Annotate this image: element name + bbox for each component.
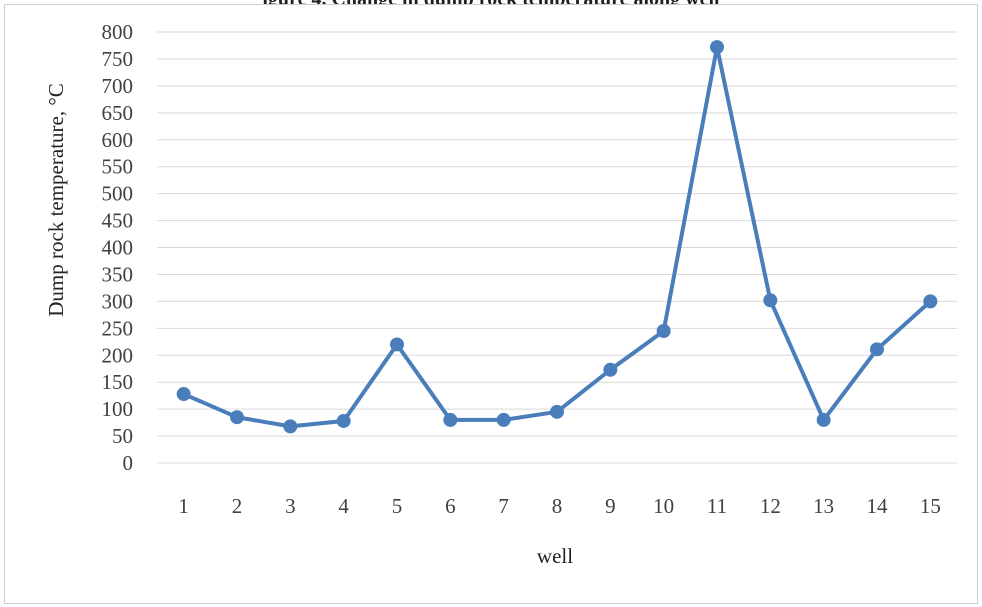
y-tick-label: 250 (102, 316, 134, 340)
series-line (182, 45, 932, 429)
y-tick-label: 200 (102, 343, 134, 367)
x-tick-label: 5 (392, 494, 403, 518)
chart-frame (4, 4, 978, 604)
y-axis-title: Dump rock temperature, °C (44, 83, 68, 317)
y-tick-label: 400 (102, 236, 134, 260)
data-point (763, 293, 778, 308)
x-tick-labels: 1 2 3 4 5 6 7 8 9 10 11 12 13 14 15 (178, 494, 940, 518)
gridlines (157, 31, 957, 464)
data-point (550, 404, 564, 419)
data-point (283, 419, 298, 434)
x-tick-label: 8 (552, 494, 563, 518)
y-tick-label: 450 (102, 209, 134, 233)
data-point (816, 412, 831, 427)
y-tick-label: 800 (102, 20, 134, 44)
y-tick-label: 0 (123, 451, 134, 475)
data-point (176, 387, 191, 402)
data-point (230, 410, 244, 425)
y-tick-label: 350 (102, 262, 134, 286)
y-tick-label: 500 (102, 182, 134, 206)
x-tick-label: 6 (445, 494, 456, 518)
data-point (496, 412, 511, 427)
data-point (390, 337, 404, 352)
data-point (336, 413, 351, 428)
data-point (870, 342, 884, 357)
x-tick-label: 1 (178, 494, 189, 518)
data-point (603, 362, 618, 377)
data-point (443, 412, 458, 427)
x-tick-label: 15 (920, 494, 941, 518)
data-point (923, 294, 938, 309)
x-axis-title: well (537, 544, 573, 568)
x-tick-label: 11 (707, 494, 727, 518)
y-tick-label: 600 (102, 128, 134, 152)
x-tick-label: 7 (498, 494, 509, 518)
x-tick-label: 12 (760, 494, 781, 518)
y-tick-label: 550 (102, 155, 134, 179)
data-point (710, 40, 724, 55)
x-tick-label: 13 (813, 494, 834, 518)
y-tick-label: 300 (102, 289, 134, 313)
data-point (656, 324, 671, 339)
y-tick-label: 650 (102, 101, 134, 125)
y-tick-label: 150 (102, 370, 134, 394)
y-tick-label: 100 (102, 397, 134, 421)
x-tick-label: 2 (232, 494, 243, 518)
x-tick-label: 4 (338, 494, 349, 518)
series-layer (176, 40, 938, 434)
x-tick-label: 14 (867, 494, 889, 518)
y-tick-label: 700 (102, 74, 134, 98)
y-tick-label: 750 (102, 47, 134, 71)
x-tick-label: 9 (605, 494, 616, 518)
x-tick-label: 10 (653, 494, 674, 518)
x-tick-label: 3 (285, 494, 296, 518)
y-tick-label: 50 (112, 424, 133, 448)
